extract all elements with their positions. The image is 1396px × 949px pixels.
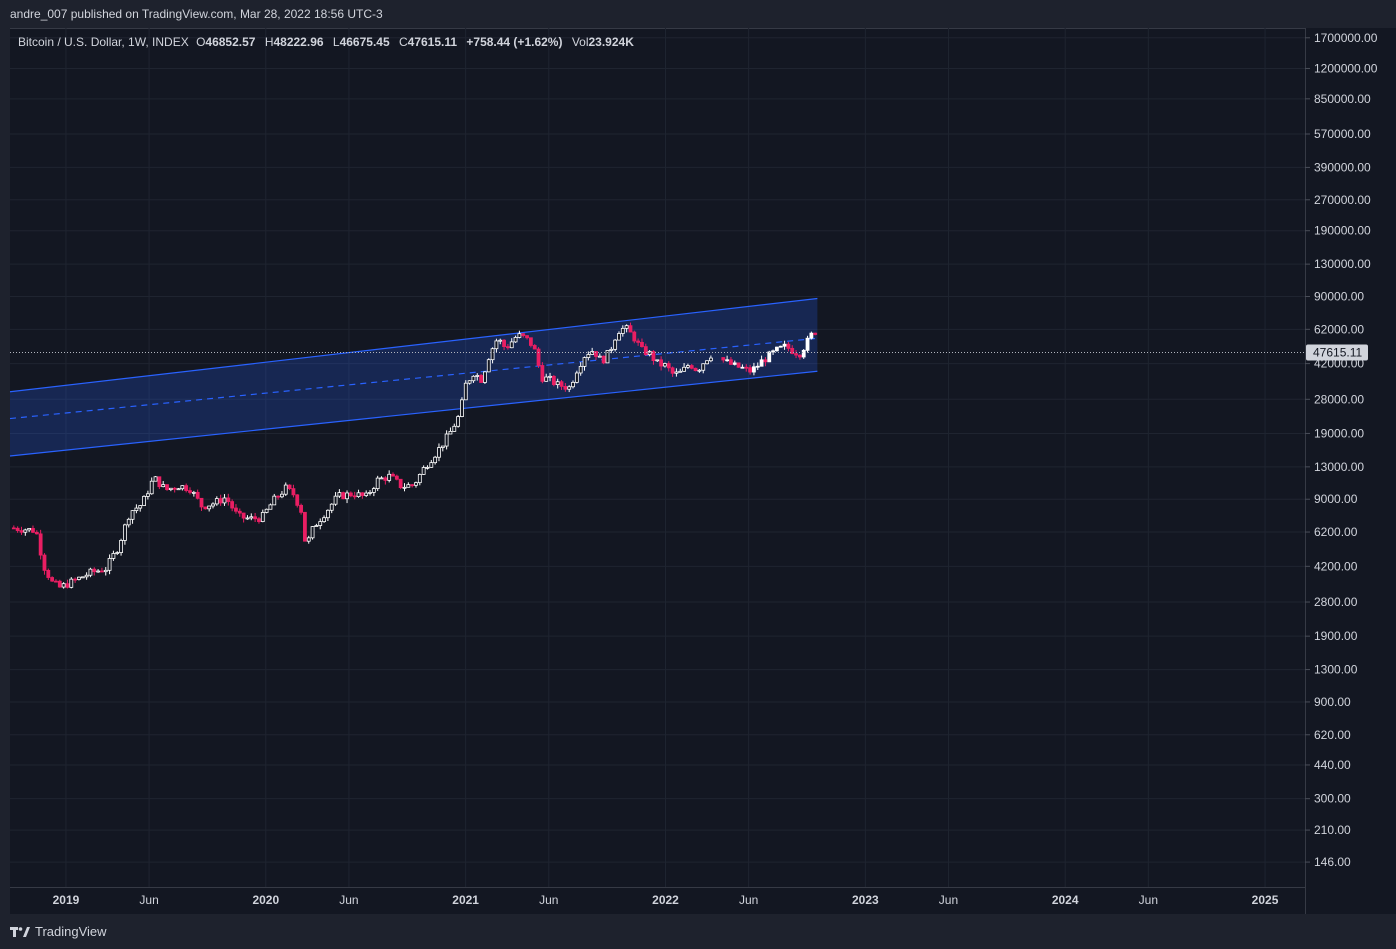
close-label: C xyxy=(398,35,408,49)
chart-legend: Bitcoin / U.S. Dollar, 1W, INDEX O46852.… xyxy=(18,35,640,49)
tradingview-logo-icon xyxy=(10,926,30,937)
change-value: +758.44 (+1.62%) xyxy=(466,35,563,49)
low-value: 46675.45 xyxy=(339,35,390,49)
tradingview-brand[interactable]: TradingView xyxy=(10,924,107,939)
bottom-bar: TradingView xyxy=(0,914,1396,949)
high-value: 48222.96 xyxy=(273,35,324,49)
symbol-description: Bitcoin / U.S. Dollar, 1W, INDEX xyxy=(18,35,189,49)
volume-label: Vol xyxy=(571,35,589,49)
volume-value: 23.924K xyxy=(588,35,634,49)
chart-pane[interactable] xyxy=(10,28,1305,888)
close-value: 47615.11 xyxy=(407,35,458,49)
published-info: andre_007 published on TradingView.com, … xyxy=(10,7,383,21)
price-axis[interactable] xyxy=(1305,28,1396,914)
time-axis[interactable] xyxy=(10,887,1305,915)
open-value: 46852.57 xyxy=(205,35,256,49)
high-label: H xyxy=(264,35,274,49)
low-label: L xyxy=(332,35,340,49)
top-bar: andre_007 published on TradingView.com, … xyxy=(0,0,1396,28)
open-label: O xyxy=(196,35,206,49)
brand-label: TradingView xyxy=(35,924,107,939)
